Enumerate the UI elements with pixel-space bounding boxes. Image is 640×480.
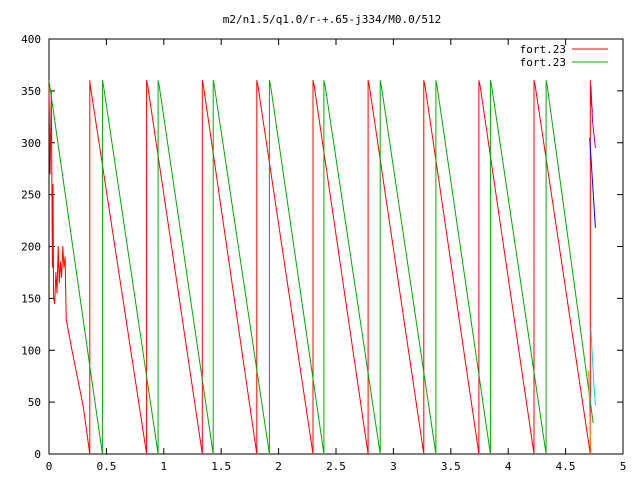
x-tick-label: 3 <box>390 460 397 473</box>
legend-label: fort.23 <box>520 43 566 56</box>
x-tick-label: 4.5 <box>556 460 576 473</box>
y-axis: 0 50 100 150 200 250 300 350 400 <box>21 33 623 461</box>
y-tick-label: 250 <box>21 189 41 202</box>
x-tick-label: 1 <box>160 460 167 473</box>
x-tick-label: 2.5 <box>326 460 346 473</box>
series-line-2 <box>589 137 596 228</box>
y-tick-label: 50 <box>28 396 41 409</box>
y-tick-label: 400 <box>21 33 41 46</box>
series-line-0 <box>48 80 594 455</box>
x-tick-label: 0 <box>46 460 53 473</box>
legend-label: fort.23 <box>520 56 566 69</box>
x-tick-label: 1.5 <box>211 460 231 473</box>
y-tick-label: 300 <box>21 137 41 150</box>
y-tick-label: 350 <box>21 85 41 98</box>
series-line-4 <box>590 329 596 406</box>
x-tick-label: 4 <box>505 460 512 473</box>
series-line-3 <box>590 85 596 148</box>
x-tick-label: 5 <box>620 460 627 473</box>
x-tick-label: 2 <box>275 460 282 473</box>
y-tick-label: 0 <box>34 448 41 461</box>
y-tick-label: 100 <box>21 344 41 357</box>
series-line-5 <box>588 370 592 455</box>
x-tick-label: 3.5 <box>441 460 461 473</box>
x-axis: 0 0.5 1 1.5 2 2.5 3 3.5 4 4.5 5 <box>46 39 627 473</box>
chart-title: m2/n1.5/q1.0/r-+.65-j334/M0.0/512 <box>223 13 442 26</box>
y-tick-label: 200 <box>21 241 41 254</box>
series-line-1 <box>48 80 594 455</box>
series-layer <box>48 80 596 455</box>
y-tick-label: 150 <box>21 292 41 305</box>
x-tick-label: 0.5 <box>96 460 116 473</box>
